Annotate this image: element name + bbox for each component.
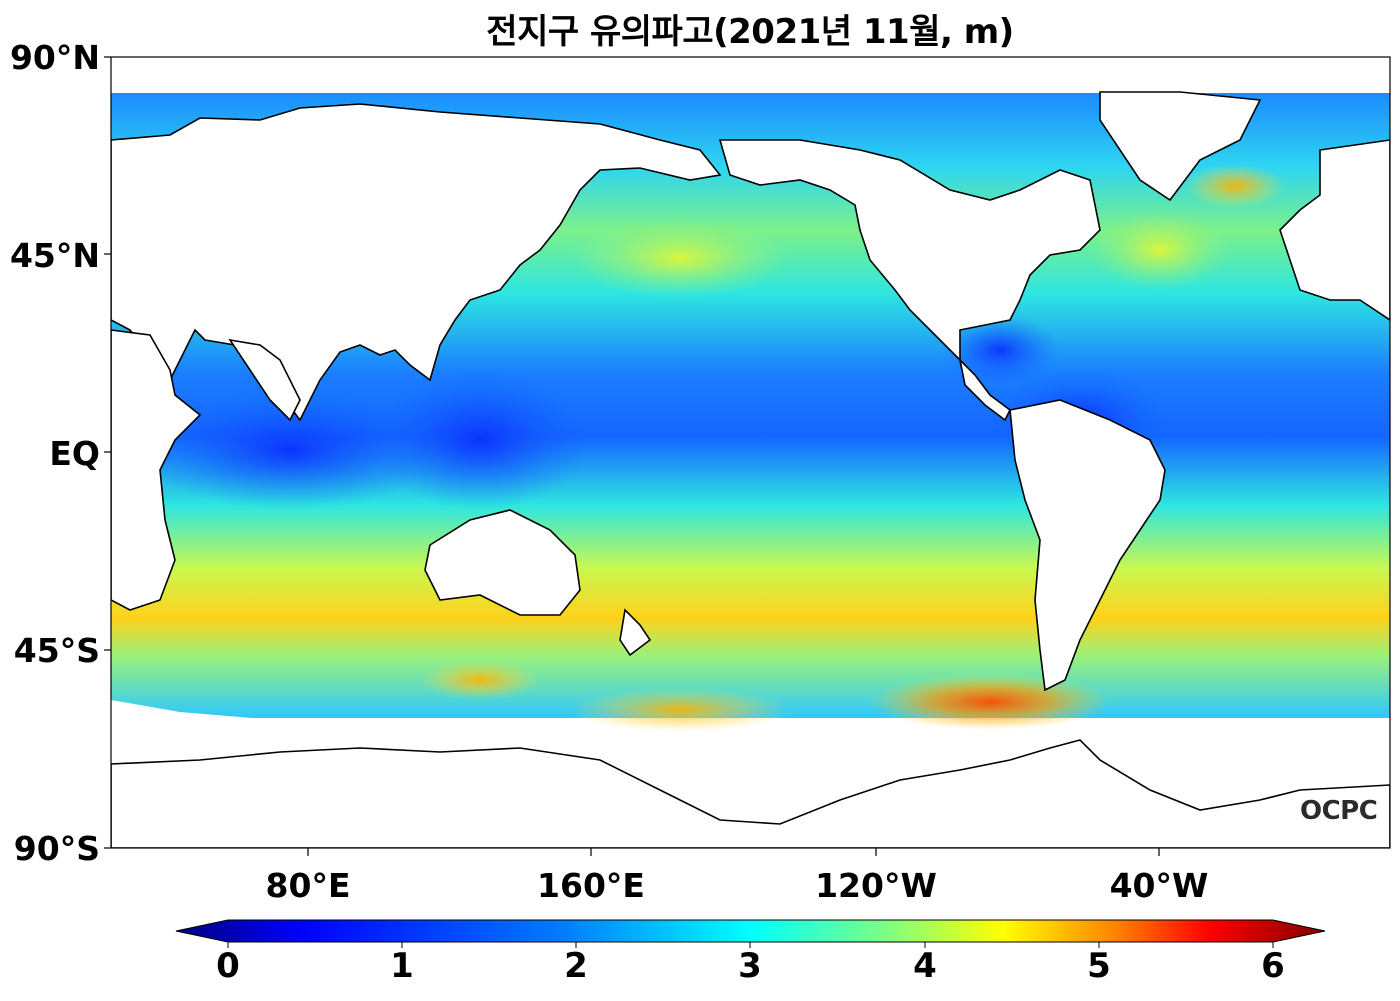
colorbar [175, 919, 1326, 943]
colorbar-label-4: 4 [913, 946, 937, 986]
lat-label-45n: 45°N [9, 236, 100, 275]
colorbar-label-2: 2 [564, 946, 588, 986]
ocpc-logo: OCPC [1300, 796, 1378, 826]
lon-label-160e: 160°E [537, 866, 645, 905]
colorbar-label-6: 6 [1261, 946, 1285, 986]
lat-label-90n: 90°N [9, 38, 100, 77]
axis-ticks [104, 56, 1160, 856]
colorbar-label-0: 0 [216, 946, 240, 986]
lat-label-eq: EQ [49, 434, 100, 473]
landmasses [111, 57, 1390, 848]
map-title: 전지구 유의파고(2021년 11월, m) [486, 12, 1014, 52]
colorbar-ticks [227, 942, 1274, 948]
colorbar-label-3: 3 [738, 946, 762, 986]
colorbar-label-1: 1 [390, 946, 414, 986]
lat-label-90s: 90°S [13, 829, 100, 868]
lon-label-120w: 120°W [815, 866, 937, 905]
lon-label-40w: 40°W [1109, 866, 1209, 905]
lon-label-80e: 80°E [265, 866, 351, 905]
lat-label-45s: 45°S [13, 631, 100, 670]
colorbar-label-5: 5 [1087, 946, 1111, 986]
